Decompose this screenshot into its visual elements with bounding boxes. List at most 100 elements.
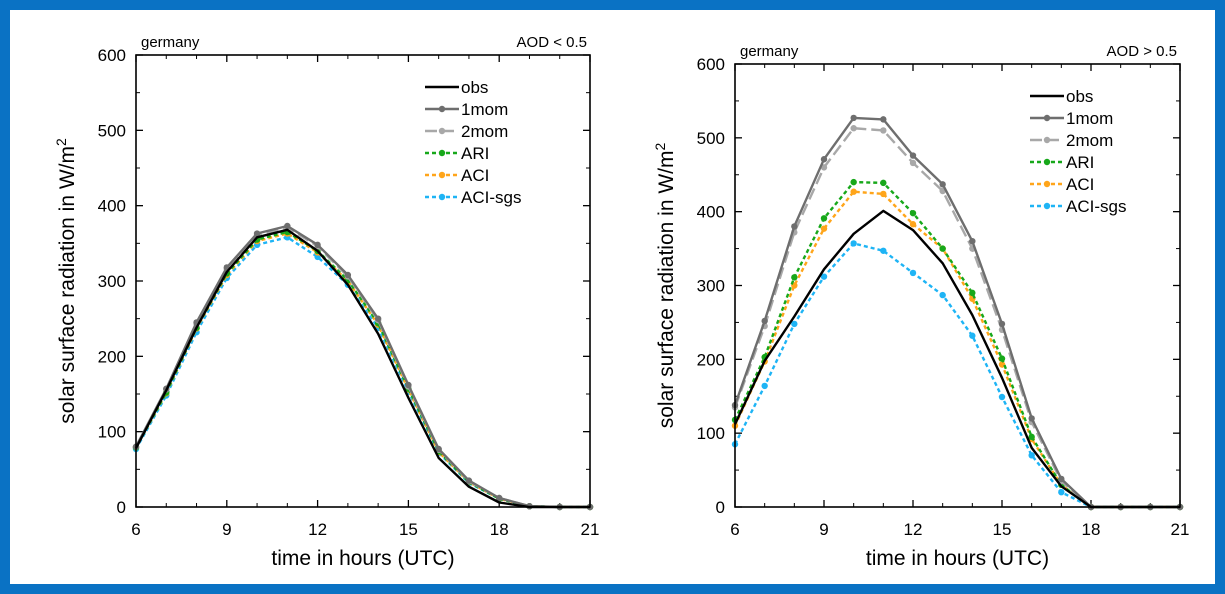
data-point-ARI xyxy=(939,245,946,252)
legend-label-1mom: 1mom xyxy=(1066,109,1113,128)
legend-label-obs: obs xyxy=(1066,87,1093,106)
legend-marker-ACI xyxy=(1043,180,1051,188)
x-axis-label: time in hours (UTC) xyxy=(271,547,454,570)
data-point-1mom xyxy=(465,477,473,484)
data-point-ACI-sgs xyxy=(939,291,946,299)
data-point-ARI xyxy=(1028,433,1035,441)
data-point-ARI xyxy=(998,355,1006,362)
data-point-ACI-sgs xyxy=(1028,452,1035,459)
y-tick-label: 300 xyxy=(98,272,126,291)
data-point-1mom xyxy=(850,114,857,122)
panel-title-left: germany xyxy=(740,43,799,60)
legend-marker-ARI xyxy=(438,149,446,157)
data-point-1mom xyxy=(1058,475,1065,483)
chart-aod-low: germany AOD < 0.5 6 9 12 15 18 21 0 100 200 300 400 5… xyxy=(53,34,599,570)
data-point-1mom xyxy=(314,241,321,249)
series-line-2mom xyxy=(733,126,1180,509)
y-tick-label: 100 xyxy=(697,424,725,443)
y-tick-label: 300 xyxy=(697,277,725,296)
panel-title-left: germany xyxy=(141,34,200,51)
data-point-1mom xyxy=(374,315,382,322)
x-axis-label: time in hours (UTC) xyxy=(866,547,1049,570)
y-axis-label-text: solar surface radiation in W/m xyxy=(56,146,79,424)
y-tick-label: 600 xyxy=(98,46,126,65)
series-line-ACI xyxy=(733,190,1180,509)
y-axis-label: solar surface radiation in W/m2 xyxy=(652,143,678,429)
y-axis-label: solar surface radiation in W/m2 xyxy=(53,138,79,424)
legend-marker-2mom xyxy=(1043,136,1051,144)
data-point-ACI-sgs xyxy=(880,247,887,254)
data-point-1mom xyxy=(969,238,976,245)
data-point-ACI-sgs xyxy=(1058,489,1065,496)
y-axis-label-superscript: 2 xyxy=(53,138,69,146)
y-tick-label: 600 xyxy=(697,55,725,74)
panel-title-right: AOD > 0.5 xyxy=(1107,43,1177,60)
x-tick-label: 15 xyxy=(993,520,1012,539)
data-point-1mom xyxy=(496,494,503,502)
data-point-1mom xyxy=(791,223,798,230)
data-point-ACI-sgs xyxy=(909,269,917,277)
series-line-ARI xyxy=(733,180,1180,509)
legend-marker-1mom xyxy=(1043,114,1051,122)
legend-label-ACI: ACI xyxy=(1066,175,1094,194)
data-point-ARI xyxy=(850,178,857,186)
y-tick-label: 200 xyxy=(697,350,725,369)
y-tick-label: 500 xyxy=(98,121,126,140)
data-point-2mom xyxy=(909,159,917,167)
data-point-ARI xyxy=(820,215,828,222)
data-point-1mom xyxy=(253,230,261,237)
data-point-1mom xyxy=(909,152,917,159)
data-point-ACI xyxy=(880,190,887,198)
legend-label-ARI: ARI xyxy=(1066,153,1094,172)
legend-label-2mom: 2mom xyxy=(461,122,508,141)
x-tick-label: 15 xyxy=(399,520,418,539)
data-point-ACI-sgs xyxy=(969,332,976,339)
legend-label-ACI: ACI xyxy=(461,166,489,185)
y-tick-label: 400 xyxy=(697,203,725,222)
panel-title-right: AOD < 0.5 xyxy=(517,34,587,51)
x-tick-label: 6 xyxy=(730,520,739,539)
data-point-1mom xyxy=(1028,415,1035,422)
data-point-1mom xyxy=(820,156,828,163)
x-tick-label: 9 xyxy=(222,520,231,539)
series-line-ACI xyxy=(134,232,590,509)
legend-label-obs: obs xyxy=(461,78,488,97)
legend-marker-ACI-sgs xyxy=(438,193,446,201)
plot-frame xyxy=(734,63,1181,508)
data-point-ACI-sgs xyxy=(791,320,798,328)
chart-aod-high: germany AOD > 0.5 6 9 12 15 18 21 0 100 200 300 400 5… xyxy=(652,43,1190,570)
y-tick-label: 500 xyxy=(697,129,725,148)
data-point-1mom xyxy=(939,181,946,188)
data-point-ARI xyxy=(969,289,976,297)
x-tick-label: 21 xyxy=(1171,520,1190,539)
data-point-1mom xyxy=(880,116,887,123)
legend-label-2mom: 2mom xyxy=(1066,131,1113,150)
y-tick-label: 400 xyxy=(98,197,126,216)
y-tick-label: 0 xyxy=(117,498,126,517)
y-axis-label-text: solar surface radiation in W/m xyxy=(655,151,678,429)
data-point-1mom xyxy=(405,381,412,389)
series-line-ACI-sgs xyxy=(134,236,590,509)
y-tick-label: 0 xyxy=(716,498,725,517)
data-point-ACI xyxy=(850,188,857,195)
series-line-2mom xyxy=(134,226,590,509)
data-point-1mom xyxy=(344,271,352,279)
legend-label-ARI: ARI xyxy=(461,144,489,163)
data-point-1mom xyxy=(284,222,291,230)
legend-marker-1mom xyxy=(438,105,446,113)
data-point-2mom xyxy=(880,127,887,134)
data-point-1mom xyxy=(761,317,768,325)
data-point-ACI-sgs xyxy=(850,240,857,247)
data-point-ACI-sgs xyxy=(761,382,768,390)
data-point-ACI xyxy=(820,225,828,232)
data-point-ARI xyxy=(880,179,887,187)
legend-marker-ACI xyxy=(438,171,446,179)
data-point-ACI-sgs xyxy=(820,273,828,280)
plot-frame xyxy=(135,54,591,508)
y-tick-label: 100 xyxy=(98,423,126,442)
x-tick-label: 12 xyxy=(904,520,923,539)
legend-marker-ACI-sgs xyxy=(1043,202,1051,210)
legend-label-1mom: 1mom xyxy=(461,100,508,119)
data-point-ARI xyxy=(791,274,798,281)
data-point-ACI xyxy=(909,221,917,228)
